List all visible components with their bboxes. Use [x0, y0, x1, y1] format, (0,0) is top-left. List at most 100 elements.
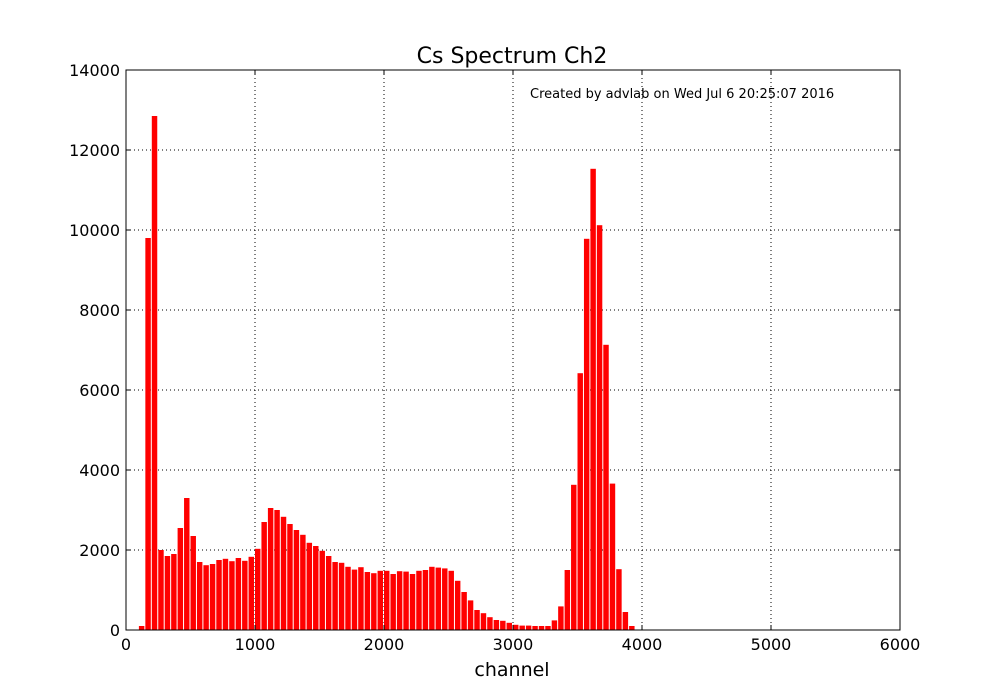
x-tick-label: 0 [121, 635, 131, 654]
histogram-bar [235, 558, 242, 630]
histogram-bar [416, 570, 422, 630]
x-tick-label: 5000 [751, 635, 792, 654]
histogram-bar [300, 534, 306, 630]
y-tick-label: 4000 [79, 461, 120, 480]
histogram-bar [351, 569, 358, 630]
x-tick-labels: 0 1000 2000 3000 4000 5000 6000 [121, 635, 920, 654]
histogram-bar [390, 574, 396, 630]
histogram-bar [532, 626, 538, 630]
x-tick-label: 1000 [235, 635, 276, 654]
histogram-bar [190, 536, 196, 630]
x-axis-label: channel [474, 659, 549, 681]
histogram-bar [480, 613, 487, 630]
y-tick-label: 14000 [69, 61, 120, 80]
histogram-bar [293, 530, 300, 630]
x-tick-label: 3000 [493, 635, 534, 654]
histogram-bar [280, 516, 287, 630]
histogram-bar [358, 567, 364, 630]
histogram-bar [396, 571, 403, 630]
histogram-bar [261, 522, 267, 630]
histogram-bar [609, 483, 616, 630]
histogram-bar [500, 620, 506, 630]
x-tick-label: 6000 [880, 635, 921, 654]
histogram-bar [583, 238, 590, 631]
histogram-bar [571, 484, 577, 630]
histogram-bar [551, 620, 558, 630]
histogram-bar [184, 498, 190, 630]
histogram-bar [603, 344, 609, 630]
histogram-bar [461, 592, 467, 630]
histogram-bar [306, 542, 313, 630]
histogram-bar [474, 610, 480, 630]
y-tick-label: 8000 [79, 301, 120, 320]
histogram-bar [448, 570, 454, 630]
histogram-bar [138, 626, 145, 630]
histogram-bar [525, 625, 532, 630]
histogram-bar [216, 560, 222, 630]
histogram-bar [442, 568, 448, 630]
histogram-bar [577, 373, 583, 630]
y-tick-label: 12000 [69, 141, 120, 160]
histogram-bar [590, 168, 596, 631]
y-tick-label: 0 [110, 621, 120, 640]
histogram-bar [558, 606, 564, 630]
histogram-bar [255, 548, 261, 630]
histogram-bar [222, 558, 229, 630]
ticks [125, 69, 901, 631]
histogram-bar [409, 574, 416, 630]
histogram-bar [209, 564, 216, 630]
histogram-bar [267, 508, 274, 630]
histogram-bar [545, 626, 551, 630]
histogram-bar [203, 565, 209, 630]
histogram-bar [467, 600, 474, 630]
histogram-bar [325, 556, 332, 630]
y-tick-label: 6000 [79, 381, 120, 400]
histogram-bar [345, 566, 351, 630]
histogram-bar [403, 571, 409, 630]
histogram-bar [519, 625, 525, 630]
x-tick-label: 4000 [622, 635, 663, 654]
histogram-bar [177, 528, 184, 630]
histogram-bar [629, 626, 635, 630]
histogram-bar [287, 524, 293, 630]
histogram-bar [248, 556, 254, 630]
histogram-bar [506, 622, 512, 630]
histogram-bar [493, 620, 500, 630]
histogram-bar [242, 560, 248, 630]
histogram-bar [487, 617, 493, 630]
histogram-bar [371, 573, 377, 630]
histogram-bar [319, 550, 325, 630]
x-tick-label: 2000 [364, 635, 405, 654]
histogram-bar [538, 626, 545, 630]
chart-annotation: Created by advlab on Wed Jul 6 20:25:07 … [530, 87, 834, 102]
chart-title: Cs Spectrum Ch2 [417, 44, 608, 69]
histogram-bar [364, 572, 371, 630]
y-tick-labels: 0 2000 4000 6000 8000 10000 12000 14000 [69, 61, 120, 640]
histogram-bar [377, 570, 383, 630]
histogram-bar [332, 562, 338, 630]
histogram-bar [564, 570, 571, 630]
histogram-bar [158, 550, 164, 630]
histogram-bar [616, 569, 622, 630]
grid-lines [126, 70, 900, 630]
histogram-bar [422, 570, 429, 630]
histogram-bar [622, 612, 629, 630]
histogram-bar [164, 556, 171, 630]
histogram-bar [435, 567, 442, 630]
histogram-bar [145, 238, 151, 630]
histogram-bar [196, 562, 203, 630]
histogram-bar [454, 580, 461, 630]
histogram-bar [313, 546, 319, 630]
histogram-bar [513, 624, 519, 630]
histogram-bar [171, 554, 177, 630]
bars [138, 116, 635, 631]
histogram-bar [429, 566, 435, 630]
y-tick-label: 2000 [79, 541, 120, 560]
histogram-bar [384, 570, 390, 630]
histogram-bar [338, 562, 345, 630]
histogram-bar [596, 225, 603, 630]
histogram-bar [151, 116, 158, 630]
y-tick-label: 10000 [69, 221, 120, 240]
histogram-bar [229, 561, 235, 630]
